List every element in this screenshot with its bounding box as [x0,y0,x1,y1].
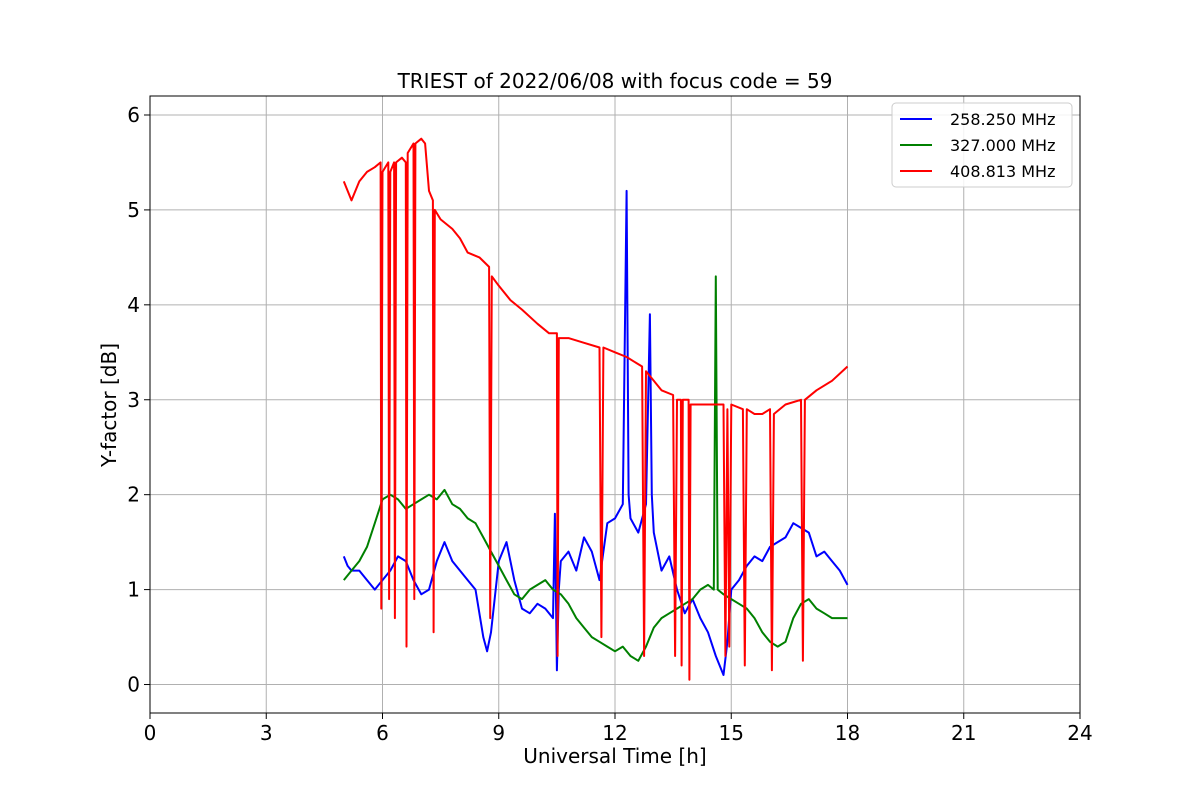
series-line-3 [342,137,849,681]
legend-box [891,102,1073,188]
series-layer [342,137,849,681]
x-tick-label: 0 [144,721,157,745]
x-tick-label: 3 [260,721,273,745]
legend-label: 408.813 MHz [950,162,1055,181]
x-tick-label: 24 [1067,721,1092,745]
y-tick-label: 0 [127,673,140,697]
y-tick-label: 4 [127,293,140,317]
legend-label: 258.250 MHz [950,110,1055,129]
y-tick-label: 2 [127,483,140,507]
y-tick-label: 5 [127,198,140,222]
x-tick-label: 12 [602,721,627,745]
legend-label: 327.000 MHz [950,136,1055,155]
y-tick-label: 6 [127,103,140,127]
chart-title: TRIEST of 2022/06/08 with focus code = 5… [397,69,833,93]
y-axis-label: Y-factor [dB] [97,343,121,468]
x-axis-label: Universal Time [h] [523,744,706,768]
legend: 258.250 MHz 327.000 MHz 408.813 MHz [891,102,1073,188]
x-tick-label: 9 [492,721,505,745]
series-line-2 [343,275,848,662]
x-tick-label: 21 [951,721,976,745]
x-tick-label: 15 [719,721,744,745]
x-tick-label: 18 [835,721,860,745]
y-tick-label: 1 [127,578,140,602]
y-tick-label: 3 [127,388,140,412]
x-tick-label: 6 [376,721,389,745]
